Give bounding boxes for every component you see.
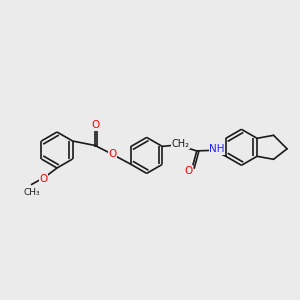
- Text: O: O: [39, 174, 48, 184]
- Text: CH₂: CH₂: [172, 139, 190, 149]
- Text: CH₃: CH₃: [23, 188, 40, 197]
- Text: O: O: [92, 120, 100, 130]
- Text: O: O: [109, 149, 117, 159]
- Text: O: O: [184, 166, 193, 176]
- Text: NH: NH: [209, 144, 225, 154]
